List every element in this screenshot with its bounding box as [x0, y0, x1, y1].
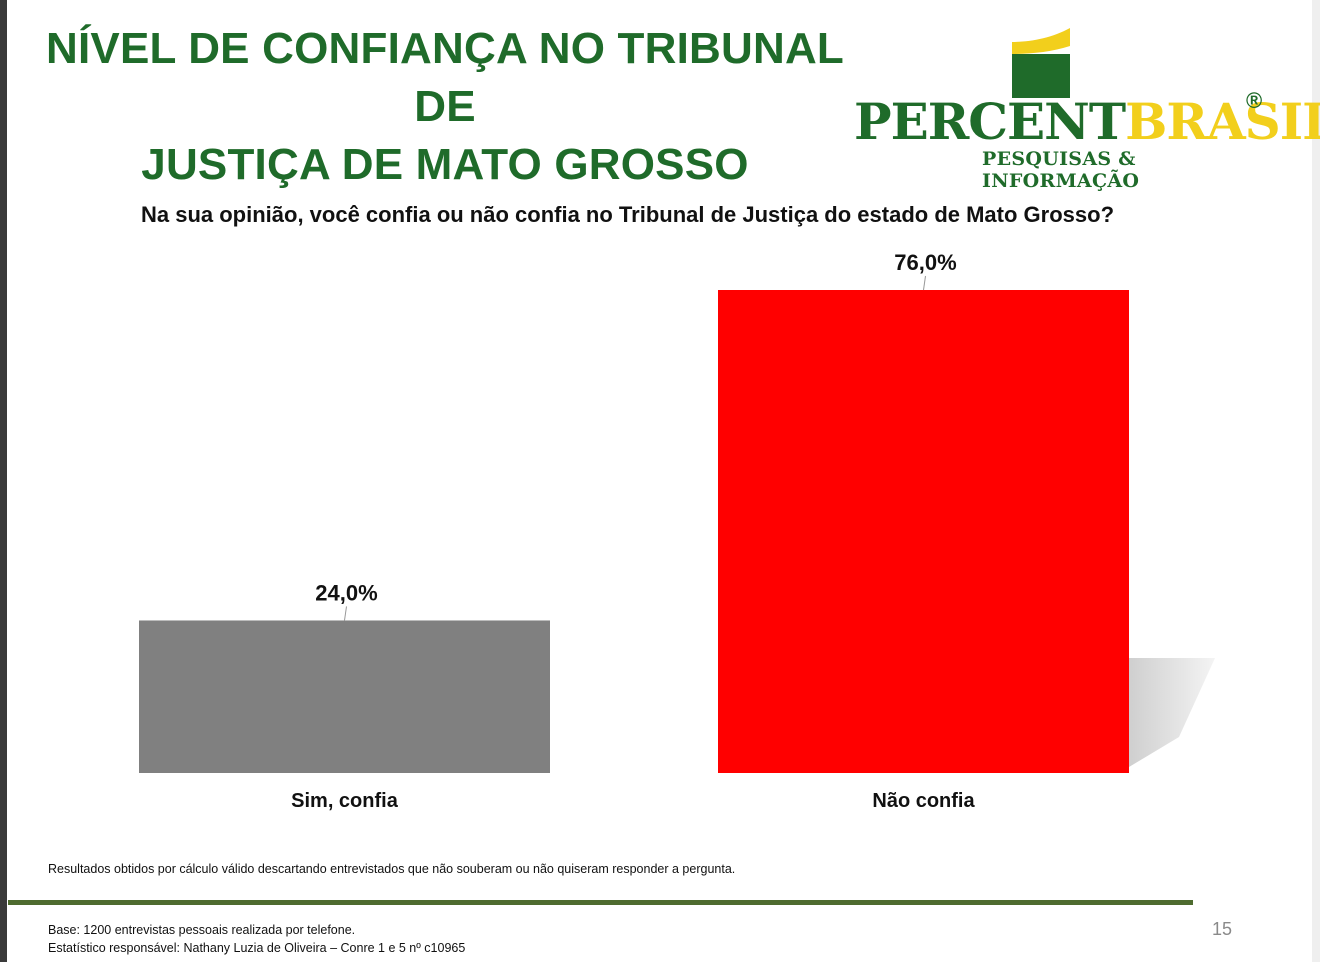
logo-word-brasil: BRASIL: [1125, 92, 1320, 151]
title-line-2: JUSTIÇA DE MATO GROSSO: [141, 140, 749, 189]
logo-wordmark: PERCENTBRASIL: [854, 94, 1320, 150]
bar-2: [718, 290, 1129, 773]
logo-flag-icon: [1012, 28, 1070, 98]
category-label: Sim, confia: [291, 790, 399, 812]
data-label: 76,0%: [894, 250, 956, 275]
logo-word-percent: PERCENT: [854, 92, 1126, 151]
footer-divider: [8, 900, 1193, 905]
slide-right-edge: [1312, 0, 1320, 962]
page-number: 15: [1212, 919, 1233, 939]
logo-subtitle: PESQUISAS & INFORMAÇÃO: [982, 148, 1140, 192]
data-label-leader: [923, 275, 926, 291]
results-note: Resultados obtidos por cálculo válido de…: [48, 862, 736, 876]
category-label: Não confia: [872, 790, 975, 812]
logo-registered-mark: ®: [1246, 88, 1263, 113]
slide-left-edge: [0, 0, 7, 962]
percentbrasil-logo: PERCENTBRASIL ® PESQUISAS & INFORMAÇÃO: [850, 28, 1320, 192]
data-label-leader: [344, 606, 347, 621]
data-label: 24,0%: [315, 580, 377, 605]
bar-shadow: [550, 737, 600, 767]
sample-base: Base: 1200 entrevistas pessoais realizad…: [48, 923, 356, 937]
statistician-credit: Estatístico responsável: Nathany Luzia d…: [48, 941, 466, 955]
survey-question: Na sua opinião, você confia ou não confi…: [140, 202, 1115, 227]
bar-shadow: [1129, 658, 1215, 767]
slide-title: NÍVEL DE CONFIANÇA NO TRIBUNAL DE JUSTIÇ…: [20, 20, 870, 194]
title-line-1: NÍVEL DE CONFIANÇA NO TRIBUNAL DE: [46, 24, 844, 131]
bar-chart: 24,0% Sim, confia 76,0% Não confia: [139, 250, 1215, 812]
bar-1: [139, 620, 550, 773]
